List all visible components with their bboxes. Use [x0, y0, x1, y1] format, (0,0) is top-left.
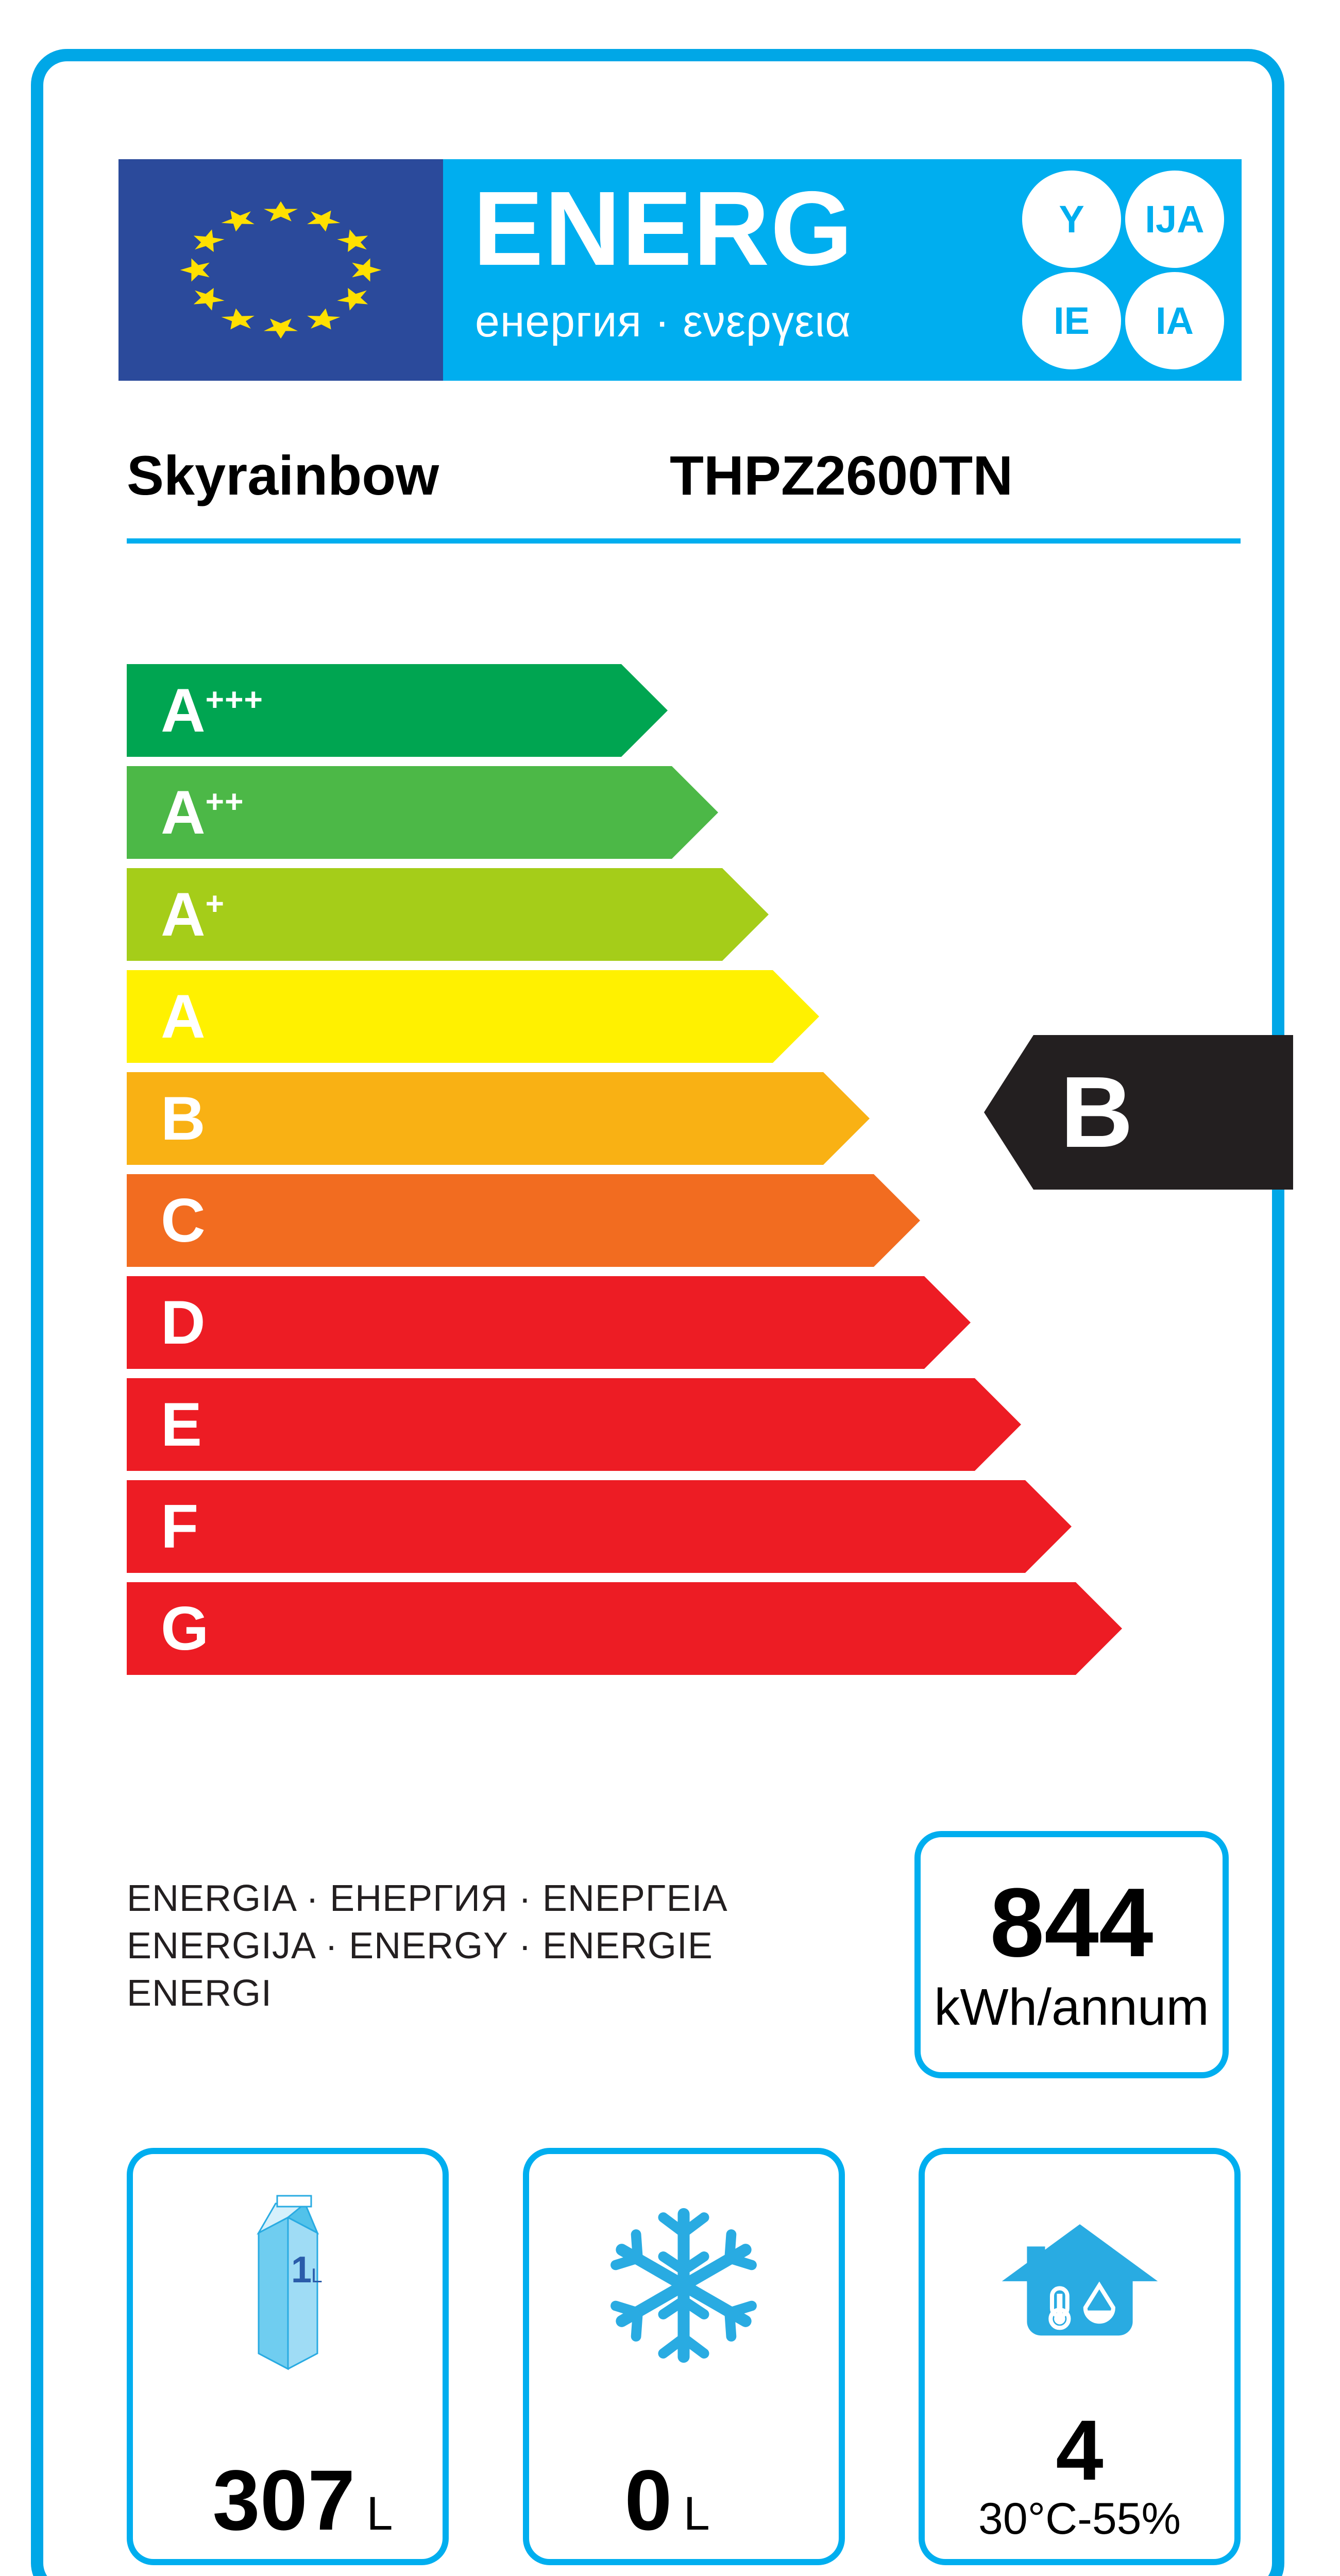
annual-consumption-value: 844	[990, 1868, 1154, 1977]
energy-class-row: F	[127, 1480, 1241, 1573]
language-badge-ia: IA	[1125, 272, 1224, 369]
energy-class-label: A	[161, 982, 206, 1051]
climate-conditions: 30°C-55%	[978, 2494, 1181, 2544]
freezer-capacity-box: 0 L	[522, 2148, 845, 2565]
label-header: ENERG енергия · ενεργεια Y IJA IE IA	[118, 159, 1242, 381]
label-inner: ENERG енергия · ενεργεια Y IJA IE IA Sky…	[118, 159, 1293, 2576]
energy-class-row: A++	[127, 766, 1241, 859]
energy-class-row: E	[127, 1378, 1241, 1471]
energy-class-bar-c: C	[127, 1174, 920, 1267]
energy-class-bar-e: E	[127, 1378, 1021, 1471]
freezer-value-area: 0 L	[529, 2458, 839, 2544]
energy-class-label: F	[161, 1492, 199, 1561]
energy-class-row: A+	[127, 868, 1241, 961]
energy-class-bar-a2: A++	[127, 766, 718, 859]
energy-class-row: G	[127, 1582, 1241, 1675]
eu-flag-icon	[118, 159, 443, 381]
energy-class-label: G	[161, 1594, 209, 1663]
energy-class-bar-f: F	[127, 1480, 1072, 1573]
annual-consumption-unit: kWh/annum	[934, 1978, 1209, 2036]
language-badge-y: Y	[1022, 171, 1121, 268]
product-identity: Skyrainbow THPZ2600TN	[118, 444, 1242, 544]
energy-words-line-2: ENERGIJA · ENERGY · ENERGIE	[127, 1925, 713, 1967]
language-badges: Y IJA IE IA	[1022, 171, 1224, 369]
energy-class-row: B	[127, 1072, 1241, 1165]
capacity-boxes: 1 L 307 L	[127, 2148, 1241, 2565]
snowflake-icon	[529, 2175, 839, 2396]
annual-consumption-box: 844 kWh/annum	[914, 1831, 1229, 2078]
energy-class-row: D	[127, 1276, 1241, 1369]
energy-class-label: A+++	[161, 676, 263, 745]
energ-wordmark: ENERG	[473, 170, 854, 287]
fresh-food-unit: L	[366, 2487, 393, 2540]
energy-class-bar-d: D	[127, 1276, 971, 1369]
svg-text:L: L	[311, 2265, 323, 2287]
climate-value-area: 4 30°C-55%	[925, 2408, 1234, 2544]
energy-class-bar-b: B	[127, 1072, 870, 1165]
energy-class-label: B	[161, 1084, 206, 1153]
climate-class-value: 4	[1056, 2403, 1104, 2499]
energy-class-bar-g: G	[127, 1582, 1122, 1675]
fresh-food-volume: 307	[212, 2453, 355, 2548]
energy-label-frame: ENERG енергия · ενεργεια Y IJA IE IA Sky…	[31, 49, 1293, 2576]
energy-words-block: ENERGIA · ЕНЕРГИЯ · ΕΝΕΡΓΕΙΑ ENERGIJA · …	[127, 1875, 796, 2017]
brand-divider	[127, 538, 1241, 544]
climate-class-box: 4 30°C-55%	[919, 2148, 1241, 2565]
energy-class-row: A	[127, 970, 1241, 1063]
energy-class-row: C	[127, 1174, 1241, 1267]
energy-class-label: E	[161, 1390, 202, 1459]
svg-text:1: 1	[291, 2249, 312, 2291]
energy-class-scale: A+++ A++ A+ A B C D E F G	[127, 664, 1241, 1684]
language-badge-ie: IE	[1022, 272, 1121, 369]
energy-class-bar-a3: A+++	[127, 664, 668, 757]
freezer-unit: L	[683, 2487, 710, 2540]
energy-class-row: A+++	[127, 664, 1241, 757]
milk-carton-icon: 1 L	[133, 2175, 443, 2396]
fresh-food-value-area: 307 L	[133, 2458, 443, 2544]
energ-banner: ENERG енергия · ενεργεια Y IJA IE IA	[443, 159, 1242, 381]
house-thermometer-droplet-icon	[925, 2175, 1234, 2396]
energy-class-bar-a1: A+	[127, 868, 769, 961]
energy-words-line-3: ENERGI	[127, 1973, 273, 2014]
rating-arrow: B	[984, 1035, 1293, 1190]
fresh-food-capacity-box: 1 L 307 L	[127, 2148, 449, 2565]
energy-class-label: C	[161, 1186, 206, 1255]
energ-subtitle: енергия · ενεργεια	[475, 297, 852, 346]
freezer-volume: 0	[624, 2453, 672, 2548]
energy-class-bar-a: A	[127, 970, 819, 1063]
rating-class-letter: B	[1060, 1056, 1133, 1168]
energy-class-label: A++	[161, 778, 244, 847]
energy-words-line-1: ENERGIA · ЕНЕРГИЯ · ΕΝΕΡΓΕΙΑ	[127, 1878, 728, 1919]
brand-name: Skyrainbow	[127, 444, 439, 506]
energy-class-label: D	[161, 1288, 206, 1357]
model-name: THPZ2600TN	[670, 444, 1013, 506]
language-badge-ija: IJA	[1125, 171, 1224, 268]
energy-class-label: A+	[161, 880, 225, 949]
